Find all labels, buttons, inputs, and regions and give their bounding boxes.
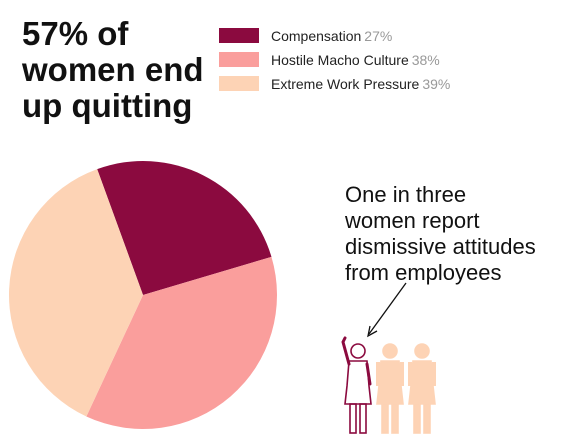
headline-line: 57% of <box>22 15 129 52</box>
headline-line: women end <box>22 51 204 88</box>
legend-value: 38% <box>411 51 440 68</box>
callout-line: women report <box>345 208 480 233</box>
callout-line: from employees <box>345 260 502 285</box>
legend-value: 39% <box>422 75 451 92</box>
legend-swatch <box>219 28 259 43</box>
callout-arrow <box>367 282 407 338</box>
legend-label: Hostile Macho Culture <box>271 51 409 68</box>
legend-value: 27% <box>364 27 393 44</box>
headline: 57% of women end up quitting <box>22 16 242 124</box>
legend-label: Extreme Work Pressure <box>271 75 420 92</box>
headline-line: up quitting <box>22 87 193 124</box>
women-figures <box>341 336 436 434</box>
legend-item-extreme-work-pressure: Extreme Work Pressure 39% <box>219 73 450 94</box>
woman-icon <box>408 343 436 434</box>
pie-slice-extreme-work-pressure <box>8 169 144 417</box>
woman-highlight-icon <box>341 336 372 434</box>
woman-icon <box>376 343 404 434</box>
pie-slice-hostile-macho-culture <box>86 256 278 430</box>
legend-swatch <box>219 76 259 91</box>
pie-slices <box>8 160 278 430</box>
pie-slice-compensation <box>97 160 272 295</box>
arrow-line <box>368 282 407 335</box>
legend-item-compensation: Compensation 27% <box>219 25 450 46</box>
chart-legend: Compensation 27% Hostile Macho Culture 3… <box>219 25 450 97</box>
callout-line: One in three <box>345 182 467 207</box>
legend-swatch <box>219 52 259 67</box>
callout-line: dismissive attitudes <box>345 234 536 259</box>
arrow-head <box>367 325 378 338</box>
legend-label: Compensation <box>271 27 362 44</box>
callout-text: One in three women report dismissive att… <box>345 182 565 286</box>
legend-item-hostile-macho-culture: Hostile Macho Culture 38% <box>219 49 450 70</box>
